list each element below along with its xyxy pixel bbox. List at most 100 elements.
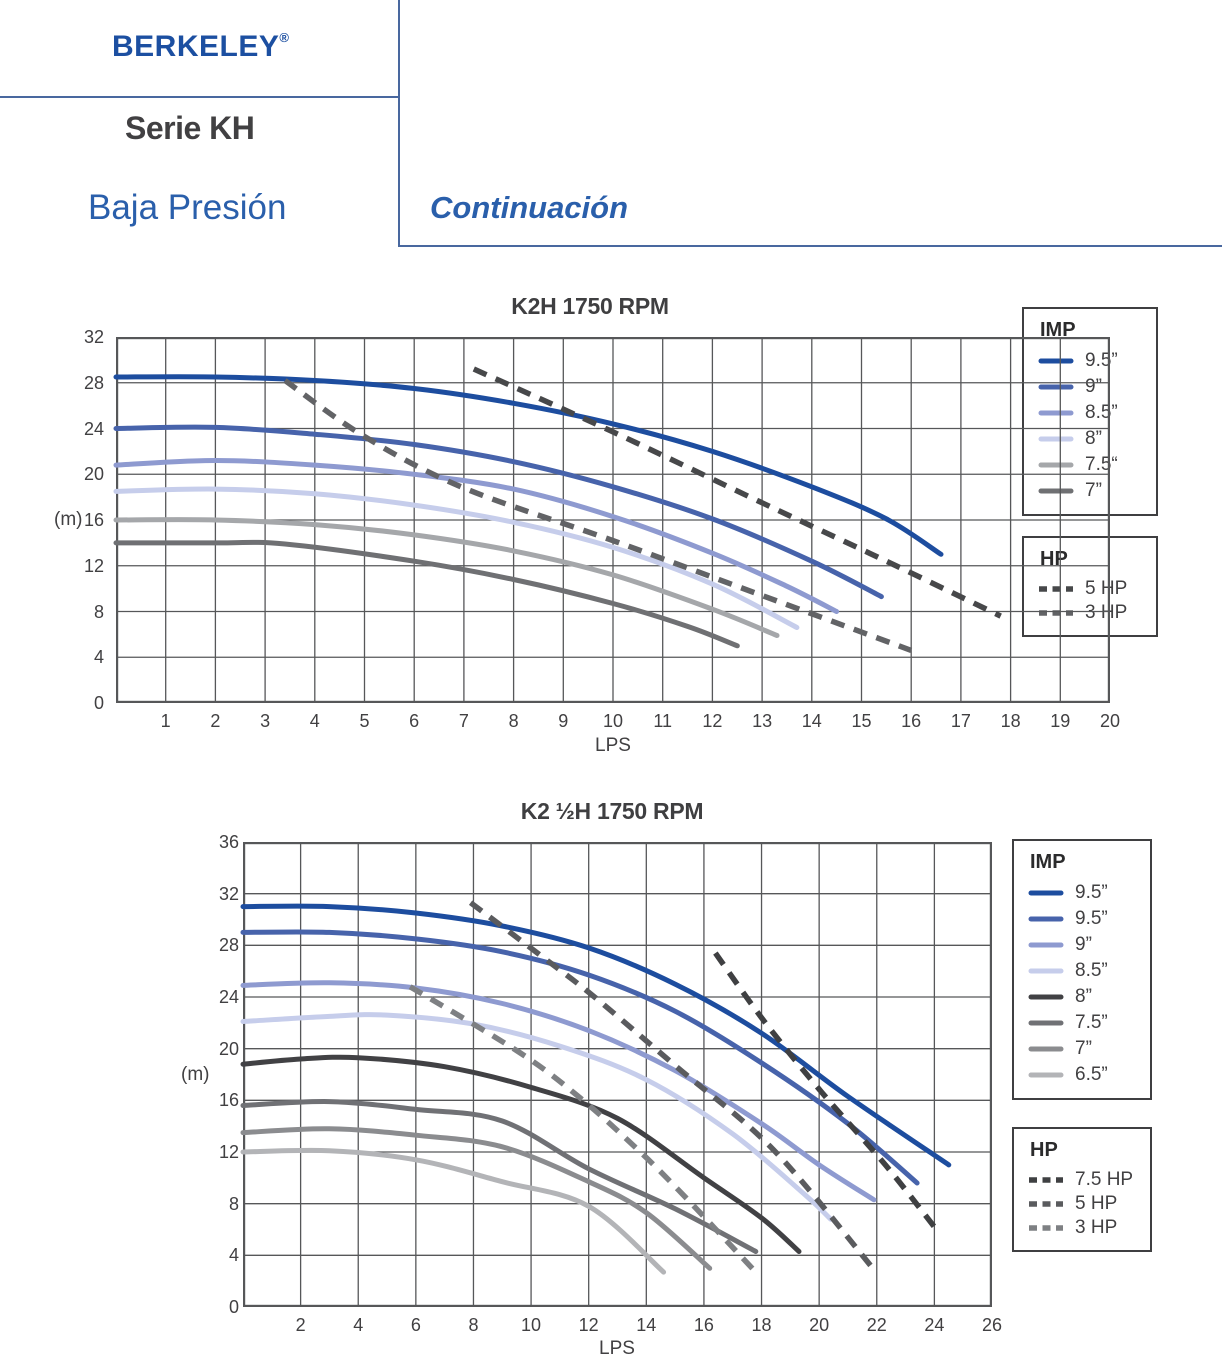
chart-2-x-unit: LPS [599, 1338, 635, 1359]
impeller-curve-7 [240, 1126, 713, 1271]
x-tick-label: 12 [702, 711, 723, 731]
x-tick-label: 18 [751, 1315, 772, 1335]
x-tick-label: 2 [210, 711, 221, 731]
y-tick-label: 12 [218, 1142, 239, 1162]
impeller-curve-9.5 [113, 374, 944, 557]
x-tick-label: 1 [160, 711, 171, 731]
legend-label: 3 HP [1085, 602, 1128, 623]
x-tick-label: 7 [458, 711, 469, 731]
legend-label: 8.5” [1075, 960, 1108, 981]
y-tick-label: 16 [83, 510, 104, 530]
legend-label: 9” [1075, 934, 1092, 955]
x-tick-label: 8 [468, 1315, 479, 1335]
brand-text: BERKELEY [112, 30, 280, 63]
impeller-curve-7 [113, 539, 740, 649]
brand-rule [0, 96, 400, 98]
x-tick-label: 17 [950, 711, 971, 731]
x-tick-label: 24 [924, 1315, 945, 1335]
x-tick-label: 4 [353, 1315, 364, 1335]
legend-item: 7.5 HP [1028, 1168, 1142, 1192]
y-tick-label: 20 [83, 464, 104, 485]
x-tick-label: 19 [1050, 711, 1071, 731]
dashed-line-swatch-icon [1039, 586, 1073, 592]
y-tick-label: 12 [83, 555, 104, 576]
line-swatch-icon [1038, 358, 1074, 364]
chart-2-impeller-legend: IMP 9.5” 9.5” 9” 8.5” 8” 7.5” 7” 6.5” [1012, 839, 1152, 1100]
x-tick-label: 22 [866, 1315, 887, 1335]
continuation-label: Continuación [430, 190, 629, 225]
legend-label: 7” [1085, 480, 1102, 501]
impeller-curve-9.5 [240, 929, 920, 1186]
legend-label: 9.5” [1075, 882, 1108, 903]
line-swatch-icon [1028, 942, 1064, 948]
y-tick-label: 20 [218, 1038, 239, 1059]
y-tick-label: 0 [228, 1297, 239, 1317]
y-tick-label: 4 [93, 647, 104, 668]
impeller-curve-9.5 [240, 903, 952, 1168]
hp-line-7.5HP [713, 951, 937, 1229]
legend-label: 5 HP [1085, 578, 1128, 599]
x-tick-label: 18 [1000, 711, 1021, 731]
y-tick-label: 8 [228, 1193, 239, 1214]
y-tick-label: 4 [228, 1245, 239, 1266]
x-tick-label: 2 [295, 1315, 306, 1335]
legend-label: 7” [1075, 1038, 1092, 1059]
x-tick-label: 5 [359, 711, 370, 731]
chart-1-canvas [113, 337, 1110, 703]
legend-label: 6.5” [1075, 1064, 1108, 1085]
x-tick-label: 6 [410, 1315, 421, 1335]
legend-label: 9.5” [1075, 908, 1108, 929]
continuation-rule [398, 245, 1222, 247]
plot-border [243, 842, 992, 1307]
dashed-line-swatch-icon [1029, 1225, 1063, 1231]
line-swatch-icon [1038, 384, 1074, 390]
y-tick-label: 36 [218, 832, 239, 852]
x-tick-label: 6 [409, 711, 420, 731]
legend-label: 3 HP [1075, 1217, 1118, 1238]
x-tick-label: 16 [901, 711, 922, 731]
legend-item: 8” [1038, 426, 1148, 452]
chart-1-impeller-legend: IMP 9.5” 9” 8.5” 8” 7.5“ 7” [1022, 307, 1158, 516]
y-tick-label: 24 [218, 987, 239, 1007]
legend-label: 8” [1075, 986, 1092, 1007]
dashed-line-swatch-icon [1029, 1201, 1063, 1207]
hp-line-5HP [472, 366, 1002, 619]
x-tick-label: 4 [309, 711, 320, 731]
x-tick-label: 16 [693, 1315, 714, 1335]
line-swatch-icon [1028, 916, 1064, 922]
impeller-curve-9 [240, 980, 877, 1203]
legend-items: 9.5” 9.5” 9” 8.5” 8” 7.5” 7” 6.5” [1028, 880, 1142, 1088]
impeller-curve-8.5 [240, 1012, 834, 1222]
series-title: Serie KH [125, 110, 255, 146]
legend-title: IMP [1040, 319, 1076, 341]
x-tick-label: 20 [809, 1315, 830, 1335]
legend-label: 9” [1085, 376, 1102, 397]
legend-item: 7.5” [1028, 1010, 1142, 1036]
chart-1-title: K2H 1750 RPM [511, 293, 669, 319]
legend-item: 5 HP [1038, 577, 1148, 601]
chart-2-canvas [240, 842, 992, 1307]
legend-item: 7” [1028, 1036, 1142, 1062]
legend-title: HP [1030, 1139, 1058, 1161]
impeller-curve-8.5 [113, 457, 840, 614]
line-swatch-icon [1028, 890, 1064, 896]
x-tick-label: 26 [981, 1315, 1003, 1335]
legend-label: 7.5” [1075, 1012, 1108, 1033]
impeller-curve-6.5 [240, 1147, 667, 1275]
x-tick-label: 8 [508, 711, 519, 731]
registered-mark: ® [279, 30, 290, 45]
x-tick-label: 10 [602, 711, 624, 731]
brand-logo: BERKELEY® [112, 30, 289, 64]
line-swatch-icon [1028, 1020, 1064, 1026]
x-tick-label: 10 [521, 1315, 542, 1335]
legend-label: 5 HP [1075, 1193, 1118, 1214]
impeller-curve-9 [113, 424, 884, 600]
dashed-line-swatch-icon [1029, 1177, 1063, 1183]
legend-item: 6.5” [1028, 1062, 1142, 1088]
legend-items: 7.5 HP 5 HP 3 HP [1028, 1168, 1142, 1240]
legend-item: 9” [1038, 374, 1148, 400]
line-swatch-icon [1028, 1046, 1064, 1052]
x-tick-label: 12 [578, 1315, 599, 1335]
x-tick-label: 20 [1099, 711, 1121, 731]
line-swatch-icon [1038, 462, 1074, 468]
